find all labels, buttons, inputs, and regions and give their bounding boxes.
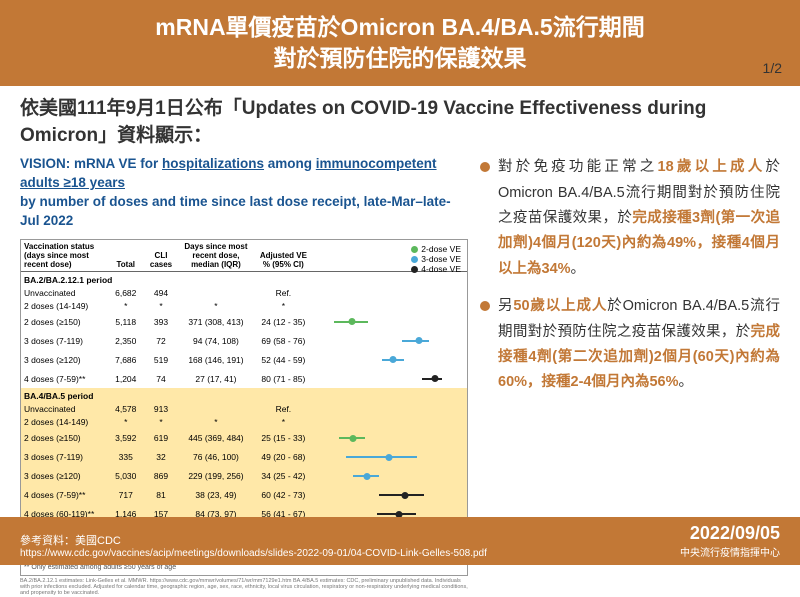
footer-org: 中央流行疫情指揮中心 — [680, 544, 780, 559]
footer-bar: 參考資料：美國CDC https://www.cdc.gov/vaccines/… — [0, 517, 800, 565]
col-header: Total — [108, 240, 143, 272]
footer-date: 2022/09/05 — [680, 523, 780, 544]
title-l2: 對於預防住院的保護效果 — [274, 45, 527, 71]
table-row: 3 doses (7-119)2,3507294 (74, 108)69 (58… — [21, 331, 467, 350]
col-header: Adjusted VE % (95% CI) — [253, 240, 313, 272]
legend-item: 3-dose VE — [411, 254, 461, 264]
page-number: 1/2 — [763, 60, 782, 76]
forest-plot-row — [316, 468, 464, 484]
period-header-row: BA.4/BA.5 period — [21, 388, 467, 403]
page-title: mRNA單價疫苗於Omicron BA.4/BA.5流行期間 對於預防住院的保護… — [20, 12, 780, 74]
legend-item: 2-dose VE — [411, 244, 461, 254]
table-row: 3 doses (≥120)5,030869229 (199, 256)34 (… — [21, 467, 467, 486]
forest-plot-row — [316, 352, 464, 368]
table-row: 4 doses (7-59)**1,2047427 (17, 41)80 (71… — [21, 369, 467, 388]
col-header: Days since most recent dose, median (IQR… — [179, 240, 254, 272]
table-row: 3 doses (7-119)3353276 (46, 100)49 (20 -… — [21, 448, 467, 467]
forest-plot-row — [316, 371, 464, 387]
footer-left: 參考資料：美國CDC https://www.cdc.gov/vaccines/… — [20, 532, 487, 559]
col-header: CLI cases — [143, 240, 178, 272]
title-l1: mRNA單價疫苗於Omicron BA.4/BA.5流行期間 — [155, 14, 644, 40]
table-row: 3 doses (≥120)7,686519168 (146, 191)52 (… — [21, 350, 467, 369]
footer-right: 2022/09/05 中央流行疫情指揮中心 — [680, 523, 780, 559]
table-row: 4 doses (7-59)**7178138 (23, 49)60 (42 -… — [21, 486, 467, 505]
col-header: Vaccination status (days since most rece… — [21, 240, 108, 272]
forest-plot-row — [316, 449, 464, 465]
ve-table: Vaccination status (days since most rece… — [21, 240, 467, 553]
table-row: Unvaccinated4,578913Ref. — [21, 403, 467, 416]
period-header-row: BA.2/BA.2.12.1 period — [21, 271, 467, 286]
chart-title: VISION: mRNA VE for hospitalizations amo… — [20, 155, 468, 231]
table-row: 2 doses (14-149)**** — [21, 416, 467, 429]
forest-plot-row — [316, 487, 464, 503]
table-row: 2 doses (≥150)5,118393371 (308, 413)24 (… — [21, 312, 467, 331]
legend: 2-dose VE3-dose VE4-dose VE — [411, 244, 461, 274]
forest-plot-row — [316, 333, 464, 349]
legend-item: 4-dose VE — [411, 264, 461, 274]
header-banner: mRNA單價疫苗於Omicron BA.4/BA.5流行期間 對於預防住院的保護… — [0, 0, 800, 86]
source-notes: BA.2/BA.2.12.1 estimates: Link-Gelles et… — [20, 576, 468, 597]
subheading: 依美國111年9月1日公布「Updates on COVID-19 Vaccin… — [0, 86, 800, 155]
forest-plot-row — [316, 314, 464, 330]
table-row: 2 doses (≥150)3,592619445 (369, 484)25 (… — [21, 429, 467, 448]
bullet-list: 對於免疫功能正常之18歲以上成人於Omicron BA.4/BA.5流行期間對於… — [480, 155, 780, 395]
bullet-item: 另50歲以上成人於Omicron BA.4/BA.5流行期間對於預防住院之疫苗保… — [480, 294, 780, 396]
forest-plot-row — [316, 430, 464, 446]
footer-ref: 參考資料：美國CDC — [20, 532, 487, 548]
bullet-item: 對於免疫功能正常之18歲以上成人於Omicron BA.4/BA.5流行期間對於… — [480, 155, 780, 282]
table-row: 2 doses (14-149)**** — [21, 299, 467, 312]
footer-url: https://www.cdc.gov/vaccines/acip/meetin… — [20, 548, 487, 559]
table-row: Unvaccinated6,682494Ref. — [21, 286, 467, 299]
